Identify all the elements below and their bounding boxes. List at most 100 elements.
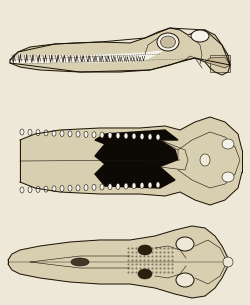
Polygon shape xyxy=(86,56,89,62)
Ellipse shape xyxy=(68,131,72,137)
Polygon shape xyxy=(95,164,175,188)
Ellipse shape xyxy=(176,273,194,287)
Polygon shape xyxy=(24,55,27,63)
Polygon shape xyxy=(136,56,138,61)
Ellipse shape xyxy=(44,186,48,192)
Ellipse shape xyxy=(132,133,136,139)
Polygon shape xyxy=(32,55,34,61)
Polygon shape xyxy=(76,56,78,62)
Ellipse shape xyxy=(222,139,234,149)
Ellipse shape xyxy=(156,134,160,140)
Polygon shape xyxy=(18,55,21,63)
Polygon shape xyxy=(99,56,101,62)
Ellipse shape xyxy=(36,130,40,136)
Ellipse shape xyxy=(68,185,72,191)
Polygon shape xyxy=(101,56,103,62)
Ellipse shape xyxy=(138,269,152,279)
Polygon shape xyxy=(114,56,116,62)
Polygon shape xyxy=(160,140,188,170)
Polygon shape xyxy=(118,56,120,61)
Polygon shape xyxy=(30,55,33,63)
Ellipse shape xyxy=(60,131,64,137)
Polygon shape xyxy=(88,56,91,62)
Ellipse shape xyxy=(108,184,112,190)
Polygon shape xyxy=(133,57,135,62)
Ellipse shape xyxy=(156,182,160,188)
Polygon shape xyxy=(49,55,52,63)
Ellipse shape xyxy=(191,30,209,42)
Ellipse shape xyxy=(116,183,120,189)
Polygon shape xyxy=(95,130,178,144)
Polygon shape xyxy=(12,55,14,63)
Ellipse shape xyxy=(84,185,88,191)
Ellipse shape xyxy=(44,130,48,136)
Ellipse shape xyxy=(20,187,24,193)
Polygon shape xyxy=(130,56,132,61)
Ellipse shape xyxy=(116,133,120,138)
Ellipse shape xyxy=(176,237,194,251)
Ellipse shape xyxy=(148,134,152,140)
Ellipse shape xyxy=(160,36,176,48)
Polygon shape xyxy=(70,55,72,61)
Polygon shape xyxy=(120,56,122,62)
Ellipse shape xyxy=(100,184,104,190)
Ellipse shape xyxy=(223,257,233,267)
Ellipse shape xyxy=(36,186,40,192)
Ellipse shape xyxy=(20,129,24,135)
Polygon shape xyxy=(82,56,84,62)
Ellipse shape xyxy=(76,185,80,191)
Ellipse shape xyxy=(76,131,80,137)
Polygon shape xyxy=(44,55,47,61)
Polygon shape xyxy=(20,117,242,205)
Polygon shape xyxy=(68,56,70,62)
Polygon shape xyxy=(74,56,76,62)
Polygon shape xyxy=(80,56,83,62)
Ellipse shape xyxy=(71,258,89,266)
Ellipse shape xyxy=(92,132,96,138)
Polygon shape xyxy=(43,55,46,63)
Polygon shape xyxy=(92,56,95,62)
Polygon shape xyxy=(38,55,40,61)
Polygon shape xyxy=(26,54,28,61)
Polygon shape xyxy=(126,57,128,62)
Polygon shape xyxy=(37,55,39,63)
Polygon shape xyxy=(111,56,114,61)
Polygon shape xyxy=(108,56,110,62)
Ellipse shape xyxy=(157,33,179,51)
Ellipse shape xyxy=(124,133,128,139)
Ellipse shape xyxy=(108,132,112,138)
Polygon shape xyxy=(8,226,228,298)
Ellipse shape xyxy=(52,186,56,192)
Ellipse shape xyxy=(124,183,128,189)
Ellipse shape xyxy=(200,154,210,166)
Ellipse shape xyxy=(100,132,104,138)
Ellipse shape xyxy=(138,245,152,255)
Polygon shape xyxy=(51,55,53,61)
Polygon shape xyxy=(62,56,64,62)
Polygon shape xyxy=(142,56,145,61)
Polygon shape xyxy=(139,57,141,62)
Ellipse shape xyxy=(92,184,96,190)
Ellipse shape xyxy=(28,187,32,193)
Ellipse shape xyxy=(28,129,32,135)
Polygon shape xyxy=(210,55,230,72)
Polygon shape xyxy=(64,55,66,61)
Ellipse shape xyxy=(140,134,144,139)
Polygon shape xyxy=(105,56,108,62)
Ellipse shape xyxy=(148,182,152,188)
Polygon shape xyxy=(205,57,230,68)
Polygon shape xyxy=(57,55,59,61)
Ellipse shape xyxy=(52,130,56,136)
Polygon shape xyxy=(95,56,97,62)
Polygon shape xyxy=(13,54,15,61)
Polygon shape xyxy=(19,54,22,61)
Ellipse shape xyxy=(140,182,144,188)
Polygon shape xyxy=(95,140,178,167)
Polygon shape xyxy=(56,55,58,62)
Ellipse shape xyxy=(84,131,88,137)
Ellipse shape xyxy=(132,183,136,189)
Polygon shape xyxy=(12,51,162,63)
Polygon shape xyxy=(10,28,230,75)
Polygon shape xyxy=(124,56,126,61)
Ellipse shape xyxy=(222,172,234,182)
